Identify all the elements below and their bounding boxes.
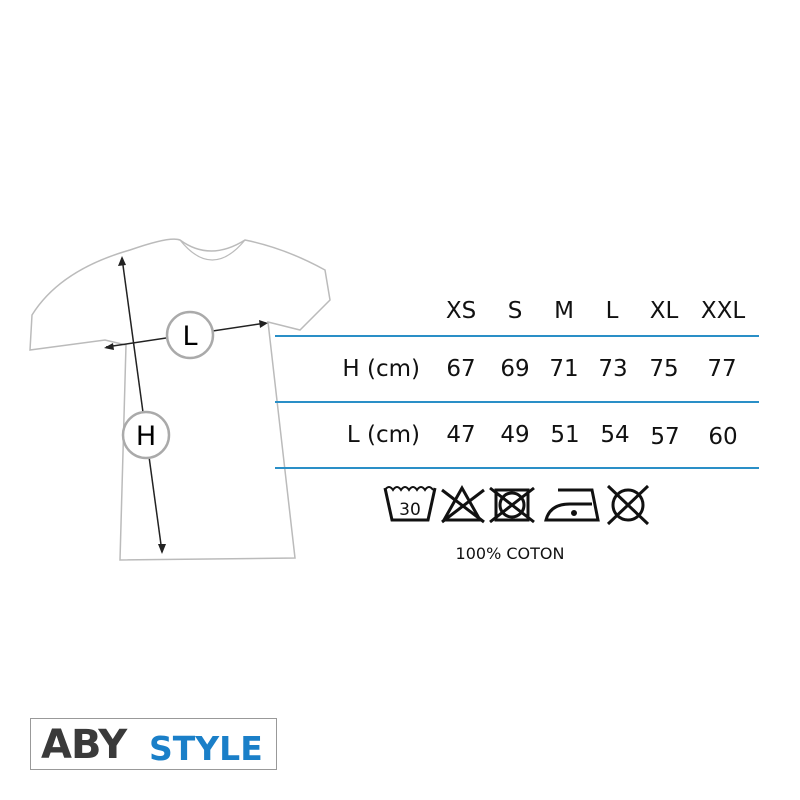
table-cell: 51 [550,422,580,448]
size-header: M [554,298,574,324]
table-cell: 71 [549,356,579,382]
svg-text:30: 30 [399,500,421,520]
height-arrow [121,257,163,553]
tshirt-outline [29,238,331,561]
table-cell: 67 [446,356,476,382]
divider [275,467,759,469]
table-cell: 75 [649,356,679,382]
row-label: L (cm) [346,422,420,448]
row-label: H (cm) [342,356,420,382]
width-label: L [182,321,197,352]
iron-low-icon [544,488,600,522]
table-cell: 54 [600,422,630,448]
no-dry-clean-icon [606,484,650,526]
table-cell: 69 [500,356,530,382]
size-header: S [507,298,523,324]
no-tumble-dry-icon [489,486,535,524]
logo-style: STYLE [149,729,263,768]
care-icons: 30 [383,484,650,526]
height-label: H [136,421,156,452]
size-header: XXL [700,298,746,324]
size-header: L [605,298,619,324]
material-label: 100% COTON [455,544,565,563]
size-header: XS [445,298,477,324]
table-cell: 47 [446,422,476,448]
no-bleach-icon [441,484,485,524]
table-cell: 60 [708,424,738,450]
table-cell: 57 [650,424,680,450]
divider [275,335,759,337]
divider [275,401,759,403]
table-cell: 77 [707,356,737,382]
size-header: XL [649,298,679,324]
abystyle-logo: ABY STYLE [30,718,277,770]
table-cell: 73 [598,356,628,382]
table-cell: 49 [500,422,530,448]
wash-30-icon: 30 [383,486,437,522]
logo-aby: ABY [41,722,127,768]
